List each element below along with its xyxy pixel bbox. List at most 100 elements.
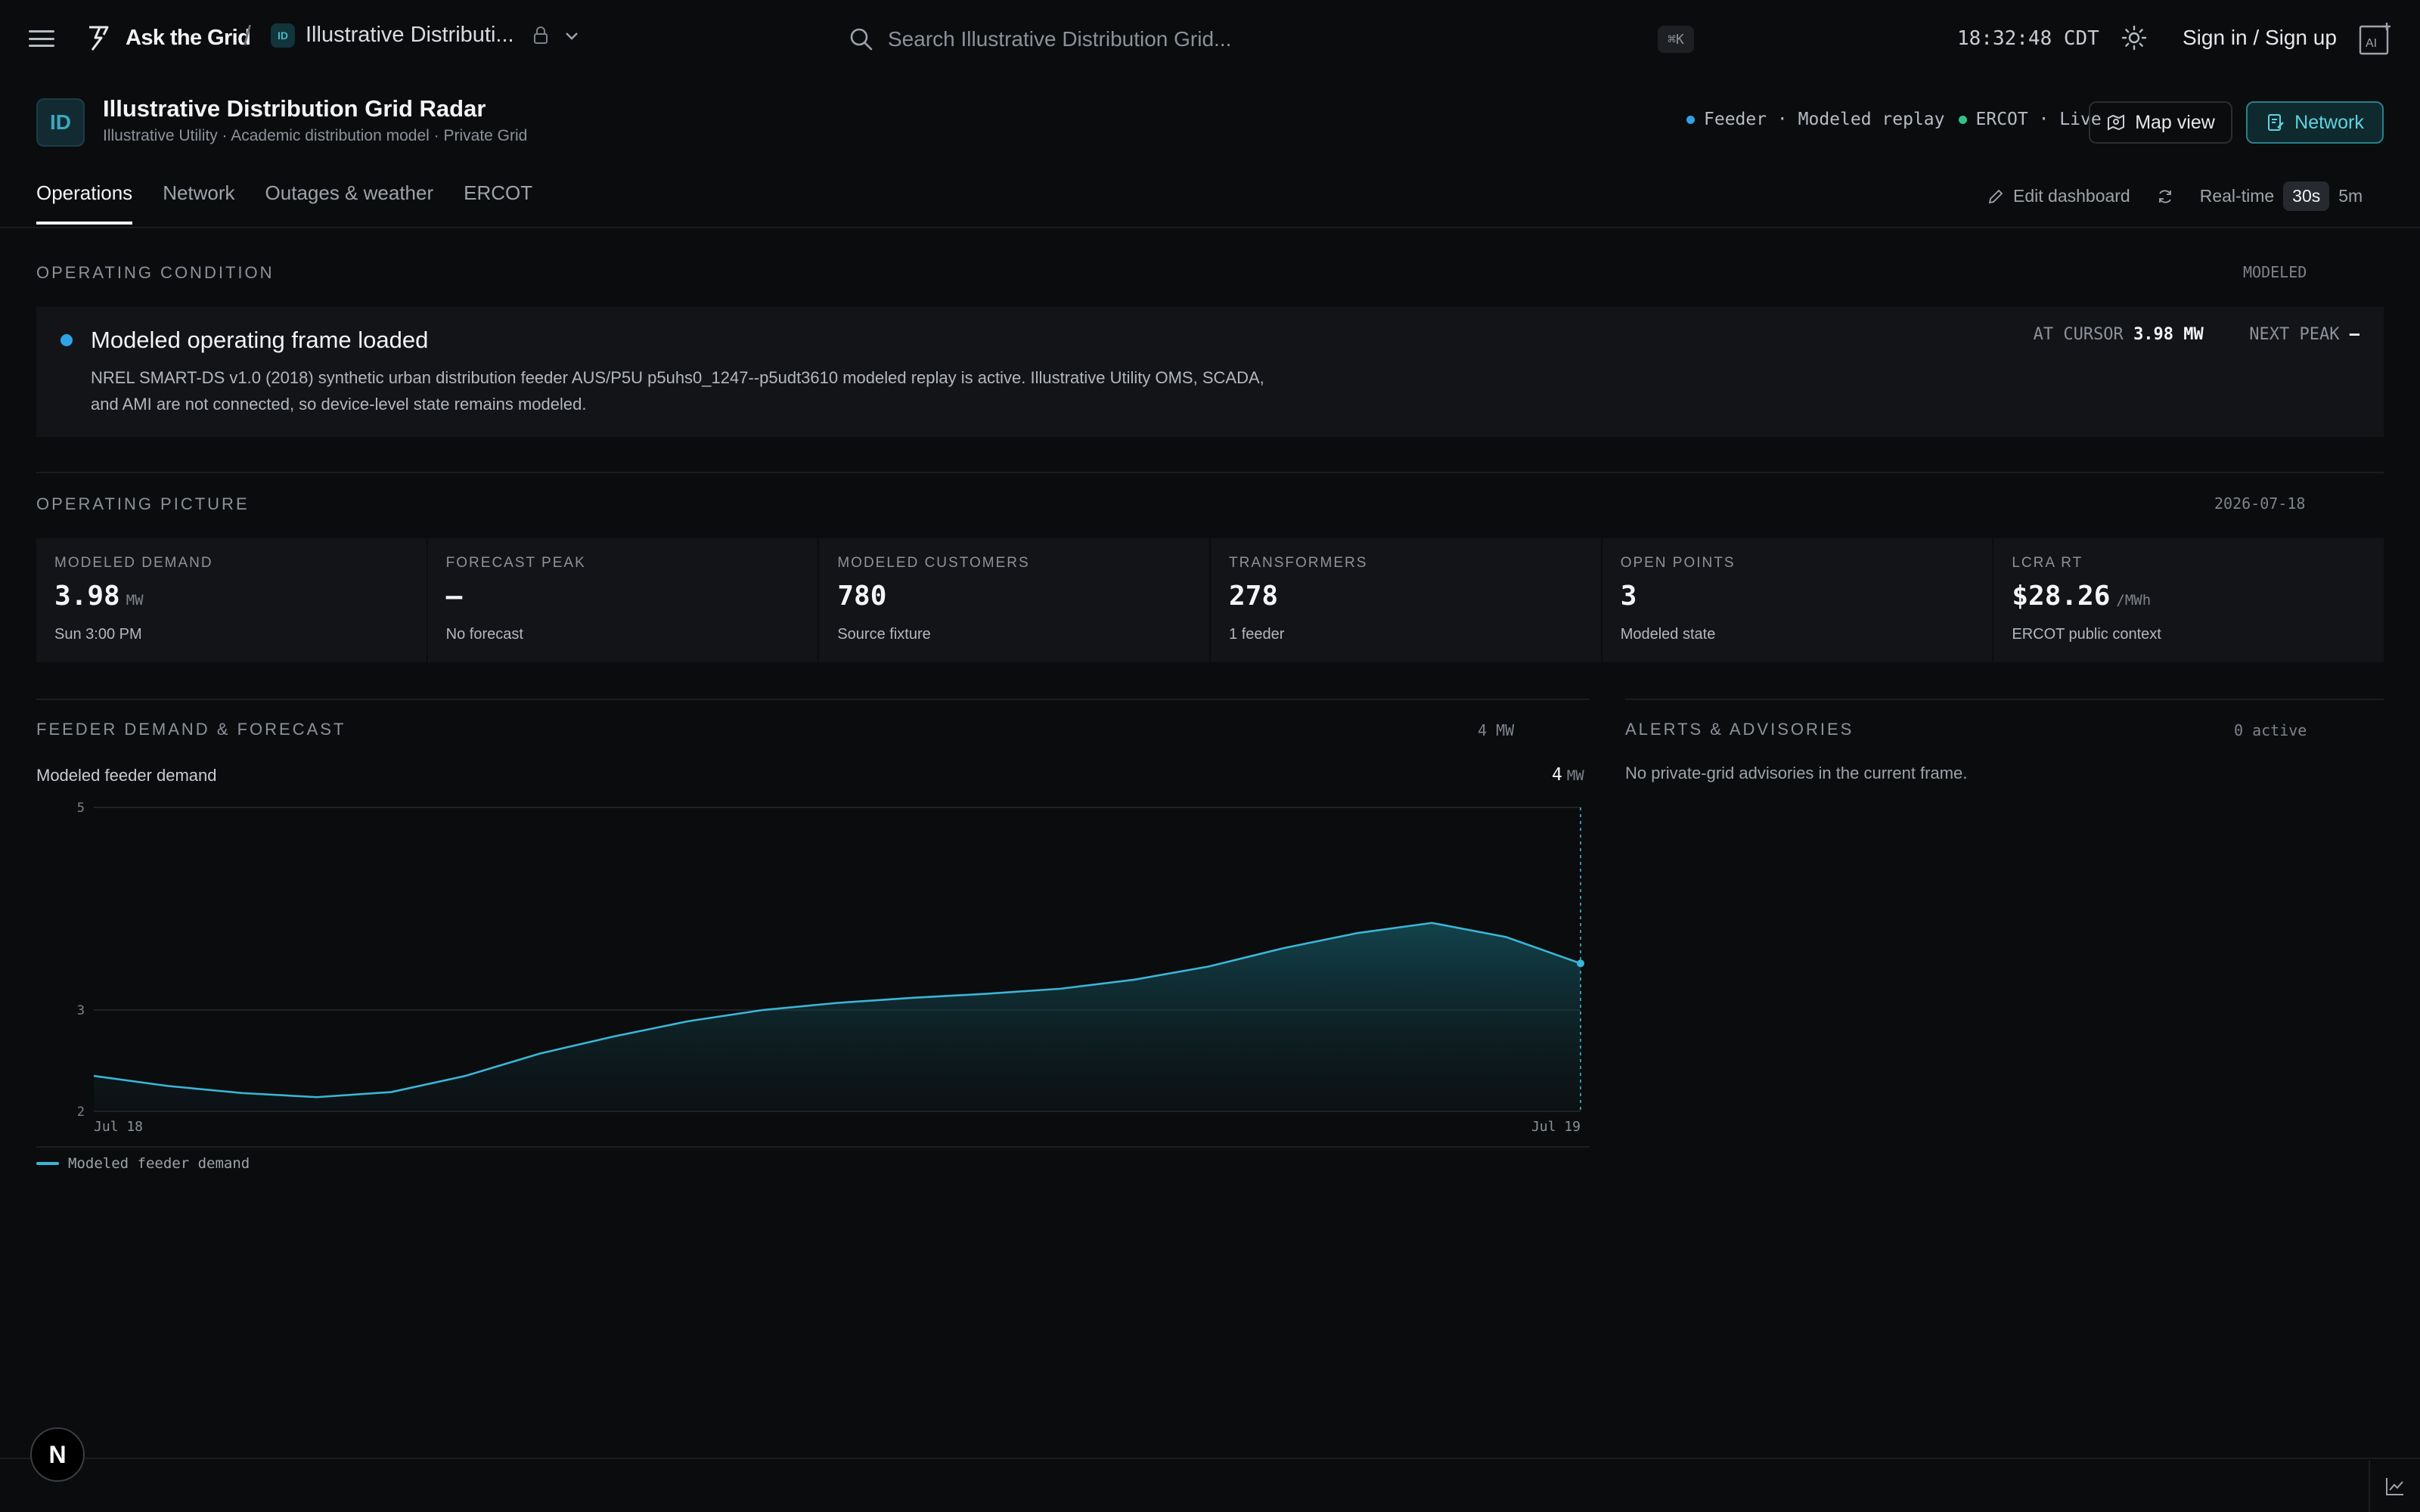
tab-operations[interactable]: Operations <box>36 181 133 225</box>
at-cursor-value: 3.98 MW <box>2133 325 2204 344</box>
tab-ercot[interactable]: ERCOT <box>464 181 533 204</box>
ai-icon[interactable]: AI <box>2358 21 2393 56</box>
refresh-realtime[interactable]: Real-time <box>2199 186 2275 206</box>
dashboard-toolbar: Edit dashboard Real-time 30s 5m <box>1987 181 2372 211</box>
project-avatar: ID <box>36 98 85 147</box>
project-name: Illustrative Distributi... <box>306 23 514 47</box>
data-point <box>612 1034 616 1039</box>
chevron-down-icon <box>565 32 578 40</box>
kpi-note: ERCOT public context <box>2012 626 2161 643</box>
kpi-value: — <box>445 581 463 612</box>
y-tick-label: 2 <box>77 1105 85 1120</box>
operating-condition-meta: MODELED <box>2243 263 2307 281</box>
clock: 18:32:48 CDT <box>1957 27 2099 50</box>
operating-picture-date: 2026-07-18 <box>2214 494 2306 513</box>
kpi-label: TRANSFORMERS <box>1229 555 1368 571</box>
sign-in-link[interactable]: Sign in / Sign up <box>2183 26 2337 49</box>
kpi-note: Sun 3:00 PM <box>54 626 142 643</box>
breadcrumb-separator: / <box>244 20 252 51</box>
data-point <box>686 1019 690 1024</box>
tab-outages-weather[interactable]: Outages & weather <box>265 181 434 204</box>
chart-title: Modeled feeder demand <box>36 766 217 785</box>
kpi-note: No forecast <box>445 626 523 643</box>
search-input[interactable]: Search Illustrative Distribution Grid... <box>888 27 1232 51</box>
map-view-button[interactable]: Map view <box>2089 101 2232 144</box>
y-tick-label: 5 <box>77 801 85 816</box>
feeder-demand-chart[interactable]: 2 3 5 Jul 18 Jul 19 <box>36 794 1590 1142</box>
top-bar: Ask the Grid / ID Illustrative Distribut… <box>0 0 2420 79</box>
kpi-label: MODELED CUSTOMERS <box>837 555 1030 571</box>
menu-icon[interactable] <box>29 27 54 50</box>
kpi-modeled-demand: MODELED DEMAND 3.98 MW Sun 3:00 PM <box>36 538 428 662</box>
alerts-count: 0 active <box>2234 721 2307 739</box>
kpi-unit: /MWh <box>2116 592 2152 609</box>
ercot-status: ERCOT · Live <box>1975 110 2102 129</box>
pencil-icon <box>1988 189 2003 203</box>
network-button-label: Network <box>2294 111 2364 133</box>
alerts-heading: ALERTS & ADVISORIES <box>1625 720 1854 739</box>
cursor-point <box>1577 959 1584 968</box>
kpi-open-points: OPEN POINTS 3 Modeled state <box>1602 538 1994 662</box>
kpi-label: OPEN POINTS <box>1620 555 1736 571</box>
condition-title: Modeled operating frame loaded <box>91 327 429 353</box>
y-tick-label: 3 <box>77 1003 85 1018</box>
data-point <box>761 1008 765 1012</box>
data-point <box>909 996 914 1000</box>
kpi-value: 3.98 MW <box>54 581 144 612</box>
feeder-demand-meta: 4 MW <box>1478 721 1515 739</box>
at-cursor-label: AT CURSOR <box>2033 325 2124 344</box>
kpi-lcra-rt: LCRA RT $28.26/MWh ERCOT public context <box>1993 538 2384 662</box>
kpi-value: $28.26/MWh <box>2012 581 2152 612</box>
data-point <box>1504 935 1509 940</box>
data-source-status: Feeder · Modeled replay ERCOT · Live <box>1686 110 2102 129</box>
map-view-label: Map view <box>2135 111 2215 133</box>
data-point <box>92 1074 96 1078</box>
tab-divider <box>0 227 2420 228</box>
brand[interactable]: Ask the Grid <box>83 23 251 53</box>
chart-legend: Modeled feeder demand <box>36 1155 250 1172</box>
operating-picture-heading: OPERATING PICTURE <box>36 494 250 513</box>
data-point <box>538 1052 542 1056</box>
condition-status-dot <box>60 334 73 346</box>
tab-bar: Operations Network Outages & weather ERC… <box>36 181 532 225</box>
project-switcher[interactable]: ID Illustrative Distributi... <box>271 23 581 48</box>
edit-dashboard-button[interactable]: Edit dashboard <box>1987 186 2130 206</box>
kpi-note: Modeled state <box>1620 626 1716 643</box>
data-point <box>464 1074 468 1078</box>
chart-current-value: 4 MW <box>1552 765 1584 785</box>
kpi-unit: MW <box>126 592 144 609</box>
brand-name: Ask the Grid <box>126 25 251 50</box>
network-icon <box>2268 114 2285 131</box>
refresh-icon <box>2158 189 2171 203</box>
data-point <box>1207 964 1212 968</box>
data-point <box>240 1091 245 1095</box>
chart-toggle-button[interactable] <box>2369 1461 2420 1512</box>
kpi-label: FORECAST PEAK <box>445 555 586 571</box>
kpi-value: 278 <box>1229 581 1279 612</box>
kpi-note: Source fixture <box>837 626 931 643</box>
x-tick-label: Jul 19 <box>1531 1119 1581 1135</box>
page-subtitle: Illustrative Utility · Academic distribu… <box>103 127 528 144</box>
alerts-empty-state: No private-grid advisories in the curren… <box>1625 764 1968 782</box>
line-chart-icon <box>2386 1478 2403 1495</box>
next-peak-label: NEXT PEAK <box>2249 325 2340 344</box>
alerts-divider <box>1625 699 2384 700</box>
data-point <box>1058 987 1063 991</box>
data-point <box>1132 978 1137 982</box>
section-divider <box>36 472 2384 473</box>
tab-network[interactable]: Network <box>163 181 235 204</box>
svg-text:AI: AI <box>2366 37 2377 50</box>
refresh-30s[interactable]: 30s <box>2283 181 2330 211</box>
sun-icon[interactable] <box>2121 24 2148 51</box>
search-bar[interactable]: Search Illustrative Distribution Grid...… <box>849 21 1694 57</box>
kpi-note: 1 feeder <box>1229 626 1285 643</box>
refresh-5m[interactable]: 5m <box>2338 186 2363 206</box>
network-button[interactable]: Network <box>2246 101 2384 144</box>
ercot-status-dot <box>1958 115 1967 124</box>
operating-condition-heading: OPERATING CONDITION <box>36 263 275 282</box>
next-peak-value: — <box>2349 325 2360 344</box>
chart-bottom-divider <box>36 1146 1590 1148</box>
dev-tools-badge[interactable]: N <box>30 1427 85 1482</box>
lock-icon <box>533 26 548 44</box>
